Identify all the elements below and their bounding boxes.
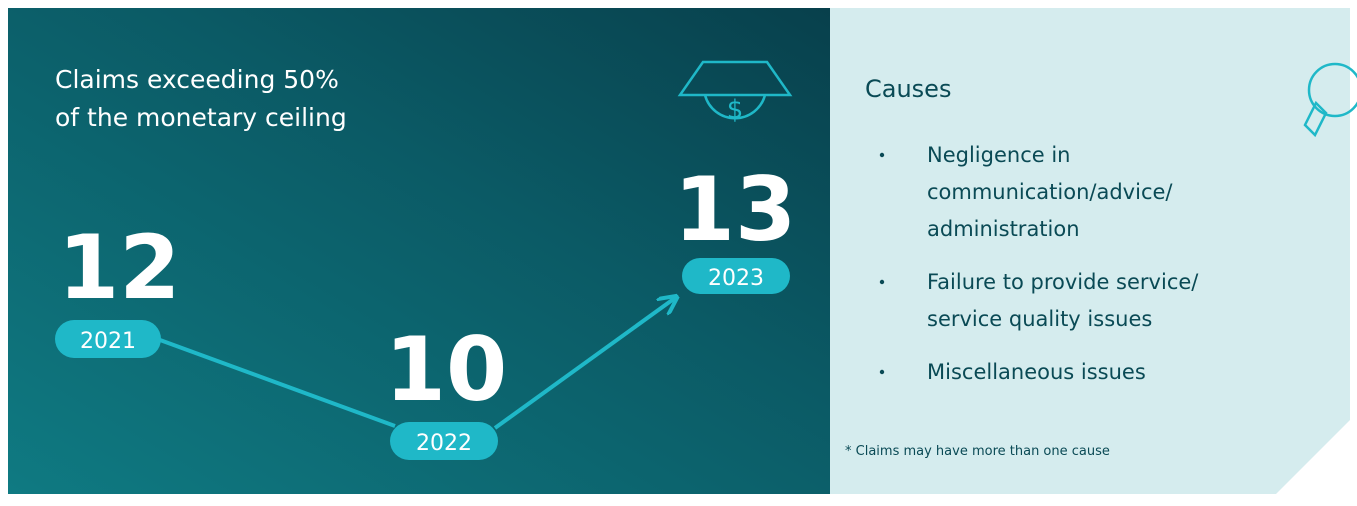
footnote: * Claims may have more than one cause	[845, 444, 1110, 459]
title-line: of the monetary ceiling	[55, 103, 347, 132]
bullet	[879, 279, 885, 285]
year: 2021	[80, 329, 136, 354]
money-icon: $	[677, 60, 793, 125]
title-line: Claims exceeding 50%	[55, 65, 339, 94]
causes-list: Negligence in communication/advice/admini…	[879, 143, 1199, 384]
cause-line: Miscellaneous issues	[927, 360, 1146, 384]
cause-line: Failure to provide service/	[927, 270, 1199, 294]
year-pill	[55, 320, 161, 358]
cause-line: administration	[927, 217, 1080, 241]
value: 12	[58, 216, 180, 319]
value: 13	[674, 158, 796, 261]
right-panel	[830, 8, 1350, 494]
year-pill	[682, 258, 790, 294]
value: 10	[385, 318, 507, 421]
year: 2023	[708, 266, 764, 291]
bullet	[879, 369, 885, 375]
bullet	[879, 152, 885, 158]
magnifier-icon	[1303, 62, 1357, 138]
causes-title: Causes	[865, 75, 951, 103]
svg-text:$: $	[727, 95, 744, 125]
cause-line: Negligence in	[927, 143, 1070, 167]
year: 2022	[416, 431, 472, 456]
trend-line	[159, 338, 396, 428]
left-panel	[8, 8, 830, 494]
cause-line: service quality issues	[927, 307, 1152, 331]
year-pill	[390, 422, 498, 460]
cause-line: communication/advice/	[927, 180, 1173, 204]
trend-arrow	[493, 298, 675, 430]
